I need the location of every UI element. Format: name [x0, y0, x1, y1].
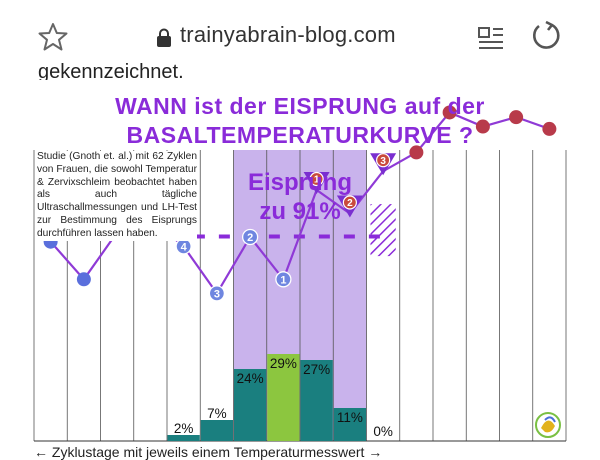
- reload-icon[interactable]: [530, 20, 562, 52]
- temperature-point: [475, 119, 490, 134]
- temperature-point-number: 1: [280, 274, 286, 286]
- numbered-temperature-point: [241, 228, 259, 246]
- brand-logo-arc: [544, 416, 556, 423]
- temperature-point: [509, 110, 524, 125]
- probability-bar: [234, 369, 267, 441]
- marker-number: 2: [347, 198, 353, 209]
- temperature-point: [542, 121, 557, 136]
- numbered-temperature-point: [275, 271, 292, 288]
- study-note: Studie (Gnoth et. al.) mit 62 Zyklen von…: [37, 151, 197, 241]
- brand-logo: [535, 412, 561, 438]
- probability-bar: [300, 360, 333, 441]
- temperature-point-number: 2: [247, 232, 253, 244]
- bar-percent-label: 0%: [373, 424, 393, 439]
- x-axis-caption: ← Zyklustage mit jeweils einem Temperatu…: [34, 444, 383, 460]
- probability-bar: [333, 408, 366, 441]
- figure-title-line1: WANN ist der EISPRUNG auf der: [115, 93, 485, 119]
- probability-bar: [267, 354, 300, 441]
- article-cut-off-text: gekennzeichnet.: [38, 62, 184, 80]
- marker-circle: [342, 195, 357, 210]
- marker-circle: [309, 171, 324, 187]
- bar-percent-label: 7%: [207, 406, 227, 421]
- highlight-label-line2: zu 91%: [259, 198, 340, 225]
- browser-url-bar: trainyabrain-blog.com: [0, 0, 600, 70]
- hatched-area: [370, 204, 396, 257]
- marker-number: 1: [314, 175, 320, 186]
- bar-percent-label: 27%: [303, 362, 330, 377]
- bar-percent-label: 11%: [337, 410, 363, 425]
- temperature-point: [409, 145, 424, 160]
- bar-percent-label: 29%: [270, 356, 297, 371]
- bar-percent-label: 24%: [237, 371, 264, 386]
- bookmark-star-icon[interactable]: [38, 22, 68, 52]
- temperature-point: [442, 105, 457, 120]
- reader-mode-icon[interactable]: [476, 23, 506, 53]
- figure-title-line2: BASALTEMPERATURKURVE ?: [126, 122, 474, 148]
- temperature-point: [76, 272, 91, 287]
- url-text[interactable]: trainyabrain-blog.com: [180, 22, 396, 47]
- probability-bar: [167, 435, 200, 441]
- bar-percent-label: 2%: [174, 421, 194, 436]
- lock-icon: [157, 28, 171, 47]
- probability-bar: [200, 420, 233, 441]
- brand-logo-leaf: [541, 420, 555, 433]
- highlight-label-line1: Eisprung: [248, 169, 352, 196]
- marker-number: 3: [380, 156, 386, 167]
- numbered-temperature-point: [208, 285, 226, 302]
- marker-circle: [376, 153, 391, 168]
- temperature-point-number: 3: [214, 288, 220, 300]
- temperature-point-number: 4: [181, 241, 188, 253]
